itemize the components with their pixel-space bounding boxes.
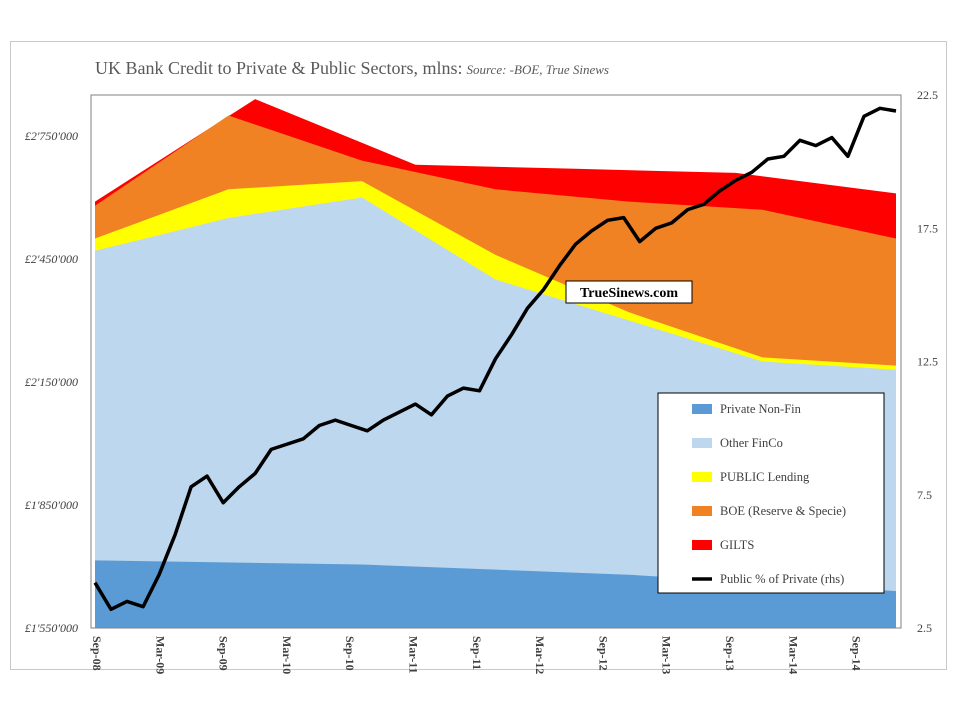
x-tick-label: Mar-14 xyxy=(786,636,800,674)
x-tick-label: Sep-09 xyxy=(217,636,231,671)
legend-label: BOE (Reserve & Specie) xyxy=(720,504,846,518)
legend-swatch xyxy=(692,506,712,516)
legend-label: GILTS xyxy=(720,538,754,552)
right-tick-label: 17.5 xyxy=(917,221,938,235)
left-tick-label: £2'450'000 xyxy=(25,252,78,266)
left-tick-label: £2'150'000 xyxy=(25,375,78,389)
x-tick-label: Sep-13 xyxy=(723,636,737,671)
x-tick-label: Mar-09 xyxy=(153,636,167,674)
legend: Private Non-Fin Other FinCo PUBLIC Lending… xyxy=(657,392,885,594)
x-axis: Sep-08 Mar-09 Sep-09 Mar-10 Sep-10 Mar-11 Sep-… xyxy=(90,636,864,674)
title-text: UK Bank Credit to Private & Public Secto… xyxy=(95,58,463,78)
chart-frame xyxy=(10,41,947,670)
x-tick-label: Mar-12 xyxy=(533,636,547,674)
right-tick-label: 22.5 xyxy=(917,88,938,102)
left-axis: £1'550'000 £1'850'000 £2'150'000 £2'450'000… xyxy=(25,129,78,635)
legend-swatch xyxy=(692,404,712,414)
legend-swatch xyxy=(692,438,712,448)
right-tick-label: 7.5 xyxy=(917,488,932,502)
public-pct-line xyxy=(93,106,897,612)
x-tick-label: Mar-11 xyxy=(407,636,421,674)
watermark-text: TrueSinews.com xyxy=(580,286,678,301)
legend-label: Private Non-Fin xyxy=(720,402,802,416)
x-tick-label: Sep-12 xyxy=(596,636,610,671)
legend-label: PUBLIC Lending xyxy=(720,470,810,484)
area-private-non-fin xyxy=(95,560,896,628)
right-tick-label: 12.5 xyxy=(917,355,938,369)
legend-swatch xyxy=(692,472,712,482)
x-tick-label: Sep-10 xyxy=(343,636,357,671)
x-tick-label: Sep-11 xyxy=(470,636,484,670)
plot-area-border xyxy=(90,94,902,629)
chart-subtitle: Source: -BOE, True Sinews xyxy=(466,62,609,77)
legend-label: Other FinCo xyxy=(720,436,783,450)
right-tick-label: 2.5 xyxy=(917,621,932,635)
right-axis: 2.5 7.5 12.5 17.5 22.5 xyxy=(917,88,938,635)
left-tick-label: £2'750'000 xyxy=(25,129,78,143)
left-tick-label: £1'850'000 xyxy=(25,498,78,512)
legend-label: Public % of Private (rhs) xyxy=(720,572,844,586)
x-tick-label: Mar-13 xyxy=(660,636,674,674)
x-tick-label: Sep-14 xyxy=(850,636,864,671)
watermark-box: TrueSinews.com xyxy=(565,280,693,304)
chart-title: UK Bank Credit to Private & Public Secto… xyxy=(95,58,609,79)
x-tick-label: Sep-08 xyxy=(90,636,104,671)
left-tick-label: £1'550'000 xyxy=(25,621,78,635)
x-tick-label: Mar-10 xyxy=(280,636,294,674)
legend-swatch xyxy=(692,540,712,550)
